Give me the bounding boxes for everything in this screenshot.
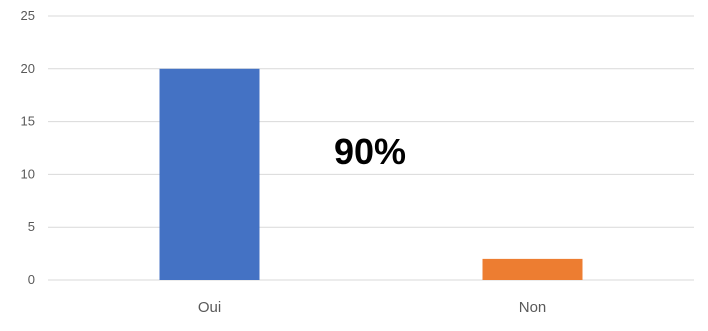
percentage-annotation: 90% bbox=[334, 131, 406, 172]
x-category-label: Non bbox=[519, 299, 547, 316]
y-tick-label: 0 bbox=[28, 272, 35, 287]
y-tick-label: 25 bbox=[21, 8, 35, 23]
bar-oui bbox=[159, 68, 260, 280]
x-category-label: Oui bbox=[198, 299, 221, 316]
y-tick-label: 10 bbox=[21, 166, 35, 181]
gridlines bbox=[48, 15, 694, 281]
x-axis-labels: Oui Non bbox=[198, 299, 546, 316]
y-axis-ticks: 0 5 10 15 20 25 bbox=[21, 8, 35, 287]
bars bbox=[159, 68, 583, 280]
bar-non bbox=[482, 258, 583, 280]
y-tick-label: 5 bbox=[28, 219, 35, 234]
y-tick-label: 15 bbox=[21, 114, 35, 129]
y-tick-label: 20 bbox=[21, 61, 35, 76]
